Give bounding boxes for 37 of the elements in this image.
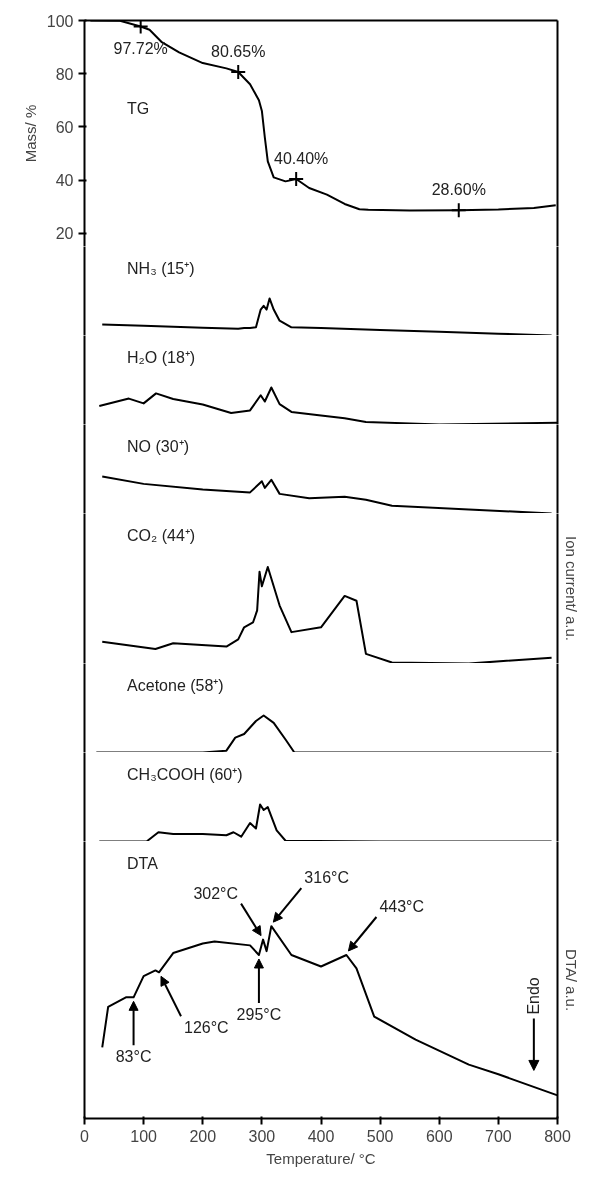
x-tick-label: 700 bbox=[485, 1127, 512, 1145]
x-tick-label: 600 bbox=[425, 1127, 453, 1145]
y-tick-label: 80 bbox=[55, 65, 74, 83]
x-tick-label: 100 bbox=[130, 1127, 158, 1145]
y-axis-title: Ion current/ a.u. bbox=[562, 535, 580, 642]
annotation: 80.65% bbox=[211, 42, 266, 60]
x-tick-label: 500 bbox=[366, 1127, 394, 1145]
series-label: CH₃COOH (60⁺) bbox=[127, 766, 243, 783]
x-tick-label: 300 bbox=[248, 1127, 276, 1145]
y-tick-label: 100 bbox=[46, 12, 74, 30]
text: DTA bbox=[127, 855, 159, 872]
text: CO₂ (44⁺) bbox=[127, 527, 196, 544]
annotation: 126°C bbox=[184, 1019, 229, 1037]
annotation: 97.72% bbox=[113, 39, 168, 57]
annotation: 302°C bbox=[193, 884, 239, 902]
annotation: 40.40% bbox=[274, 149, 329, 167]
series-label: NO (30⁺) bbox=[127, 438, 189, 455]
x-tick-label: 0 bbox=[80, 1127, 90, 1145]
x-tick-label: 200 bbox=[189, 1127, 217, 1145]
annotation: Endo bbox=[525, 977, 543, 1015]
text: H₂O (18⁺) bbox=[127, 349, 196, 366]
text: Acetone (58⁺) bbox=[127, 677, 224, 694]
y-tick-label: 40 bbox=[55, 172, 74, 190]
y-axis-title: DTA/ a.u. bbox=[562, 948, 580, 1012]
y-axis-title: Mass/ % bbox=[21, 104, 39, 163]
annotation: 83°C bbox=[115, 1048, 152, 1066]
annotation: 28.60% bbox=[431, 181, 486, 199]
annotation: 443°C bbox=[379, 897, 425, 915]
y-tick-label: 20 bbox=[55, 225, 74, 243]
x-tick-label: 400 bbox=[307, 1127, 335, 1145]
x-tick-label: 800 bbox=[544, 1127, 571, 1145]
y-tick-label: 60 bbox=[55, 118, 74, 136]
x-axis-title: Temperature/ °C bbox=[266, 1149, 376, 1167]
annotation: 295°C bbox=[236, 1005, 282, 1023]
text: NH₃ (15⁺) bbox=[127, 260, 195, 277]
annotation: 316°C bbox=[304, 869, 349, 887]
text: TG bbox=[127, 100, 150, 117]
